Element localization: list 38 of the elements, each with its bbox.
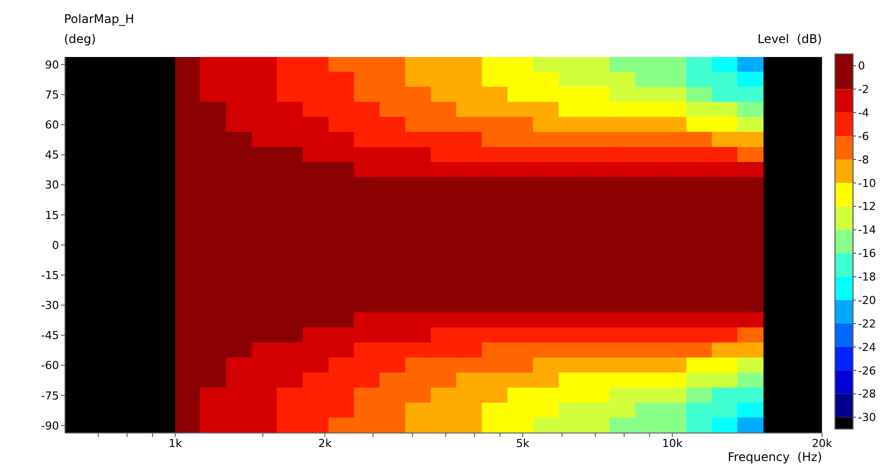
color-bar-label: -10 [858,176,876,190]
x-tick-label: 10k [662,436,684,450]
y-tick-label: 75 [45,88,59,102]
x-tick-label: 20k [812,436,833,450]
color-bar-label: -22 [858,317,876,330]
chart-title: PolarMap_H [64,12,134,26]
color-bar-label: -16 [858,247,876,260]
x-tick-label: 1k [168,436,183,450]
color-bar-label: -2 [858,83,869,96]
color-bar-label: -30 [858,411,876,424]
y-tick-label: 15 [45,208,59,222]
x-axis-title: Frequency (Hz) [728,450,822,464]
y-tick-label: -75 [41,389,59,402]
color-bar-label: -12 [858,200,876,214]
x-tick-label: 5k [516,436,530,450]
color-bar-label: -8 [858,153,869,166]
y-tick-label: 45 [45,148,59,162]
color-bar-label: -24 [858,340,876,354]
y-tick-label: 90 [45,58,59,72]
x-tick-label: 2k [318,436,332,450]
y-tick-label: -90 [41,419,59,432]
color-bar-label: -28 [858,388,876,401]
color-bar-label: -6 [858,130,869,143]
color-bar-label: -20 [858,294,876,307]
color-bar-label: -4 [858,106,869,120]
color-bar-title: Level (dB) [757,32,822,46]
y-tick-label: -45 [41,329,59,342]
y-tick-label: 0 [52,238,59,252]
y-tick-label: 60 [45,118,59,132]
color-bar-label: 0 [858,60,865,73]
y-tick-label: -30 [41,299,59,312]
y-axis-title: (deg) [64,32,96,46]
y-tick-label: -60 [41,359,59,372]
color-bar-label: -14 [858,224,876,237]
color-bar-label: -26 [858,364,876,378]
y-tick-label: -15 [41,268,59,282]
color-bar-label: -18 [858,270,876,284]
y-tick-label: 30 [45,178,59,192]
